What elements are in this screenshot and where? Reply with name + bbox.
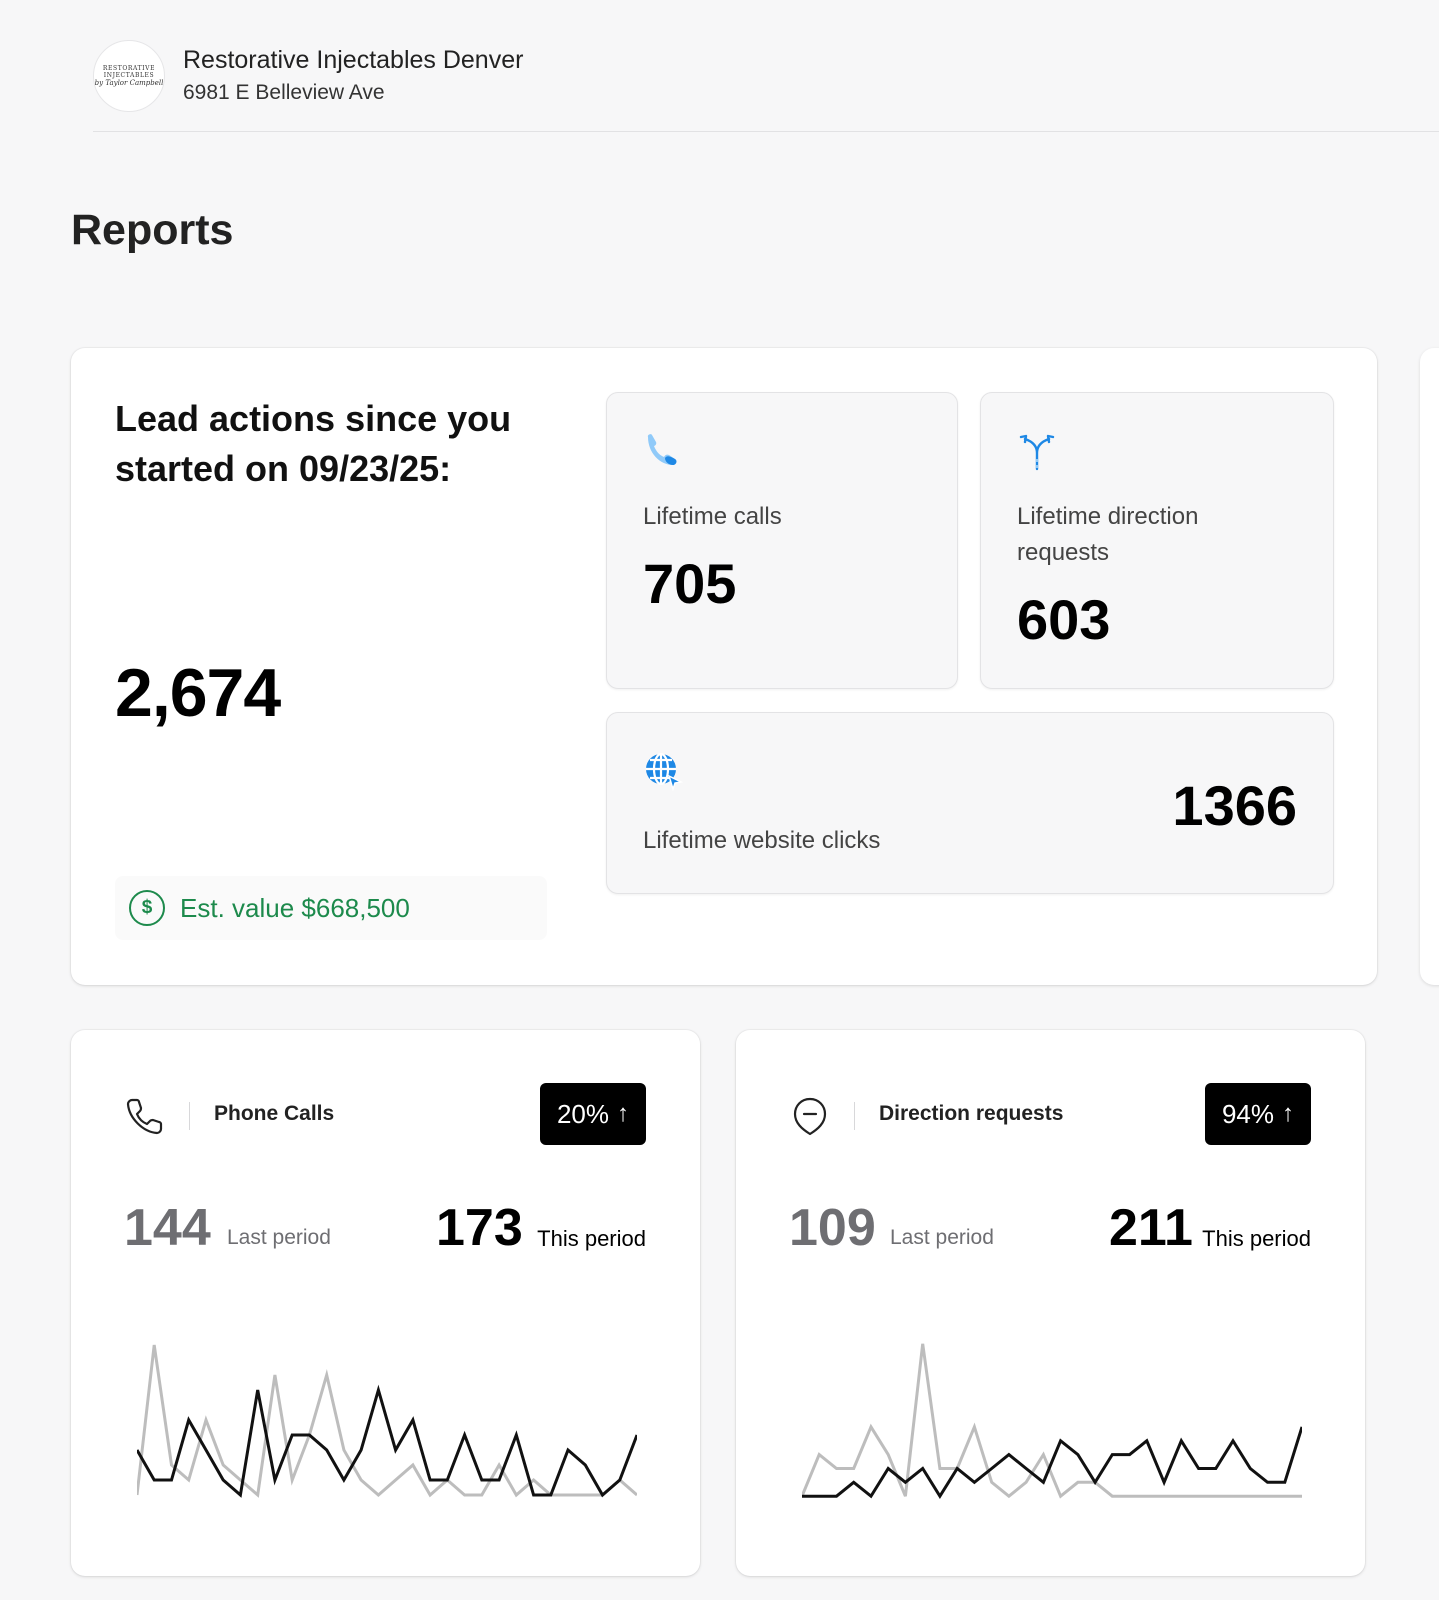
this-period-line [802, 1426, 1302, 1500]
phone-calls-change-badge: 20% ↑ [539, 1083, 646, 1145]
estimated-value-label: Est. value $668,500 [180, 892, 410, 923]
arrow-up-icon: ↑ [1282, 1100, 1294, 1127]
direction-requests-card: Direction requests 94% ↑ 109 Last period… [736, 1030, 1365, 1576]
phone-calls-this-value: 173 [436, 1199, 523, 1257]
direction-requests-change-badge: 94% ↑ [1204, 1083, 1311, 1145]
phone-calls-this-label: This period [537, 1226, 646, 1251]
phone-calls-card: Phone Calls 20% ↑ 144 Last period 173 Th… [71, 1030, 700, 1576]
lifetime-website-tile: Lifetime website clicks 1366 [606, 712, 1334, 894]
estimated-value-banner: $ Est. value $668,500 [115, 876, 547, 940]
directions-fork-icon [1019, 434, 1055, 471]
lifetime-website-value: 1366 [1172, 774, 1297, 837]
dollar-icon: $ [129, 890, 165, 926]
lifetime-directions-label: Lifetime direction requests [1017, 503, 1199, 566]
direction-requests-last-value: 109 [789, 1199, 876, 1257]
direction-requests-this-value: 211 [1109, 1199, 1193, 1257]
direction-requests-title: Direction requests [879, 1102, 1064, 1125]
lifetime-calls-label: Lifetime calls [643, 503, 782, 530]
direction-requests-this-label: This period [1202, 1226, 1311, 1251]
lifetime-calls-tile: Lifetime calls 705 [606, 392, 958, 689]
phone-calls-last-label: Last period [227, 1226, 331, 1249]
lifetime-calls-value: 705 [643, 552, 737, 615]
business-header: RESTORATIVE INJECTABLES by Taylor Campbe… [93, 40, 1439, 132]
location-pin-icon [793, 1097, 827, 1136]
lead-summary-heading: Lead actions since you started on 09/23/… [115, 398, 512, 489]
direction-requests-sparkline [802, 1343, 1302, 1500]
lead-summary-card: Lead actions since you started on 09/23/… [71, 348, 1377, 985]
lifetime-directions-value: 603 [1017, 588, 1111, 651]
business-address: 6981 E Belleview Ave [183, 81, 385, 104]
title-separator [854, 1102, 855, 1130]
last-period-line [137, 1344, 637, 1498]
direction-requests-last-label: Last period [890, 1226, 994, 1249]
phone-calls-last-value: 144 [124, 1199, 211, 1257]
business-name: Restorative Injectables Denver [183, 46, 524, 74]
arrow-up-icon: ↑ [617, 1100, 629, 1127]
lead-total-value: 2,674 [115, 655, 281, 731]
phone-calls-change-value: 20% [556, 1098, 609, 1129]
next-card-edge [1420, 348, 1439, 985]
phone-calls-sparkline [137, 1344, 637, 1498]
business-logo: RESTORATIVE INJECTABLES by Taylor Campbe… [93, 40, 165, 112]
last-period-line [802, 1343, 1302, 1499]
phone-calls-title: Phone Calls [214, 1102, 335, 1125]
direction-requests-change-value: 94% [1221, 1098, 1274, 1129]
this-period-line [137, 1384, 637, 1498]
globe-cursor-icon [646, 752, 683, 791]
title-separator [189, 1102, 190, 1130]
phone-outline-icon [126, 1098, 163, 1135]
phone-icon [647, 434, 677, 465]
page-title: Reports [71, 206, 234, 254]
lifetime-website-label: Lifetime website clicks [643, 827, 881, 854]
lifetime-directions-tile: Lifetime direction requests 603 [980, 392, 1334, 689]
